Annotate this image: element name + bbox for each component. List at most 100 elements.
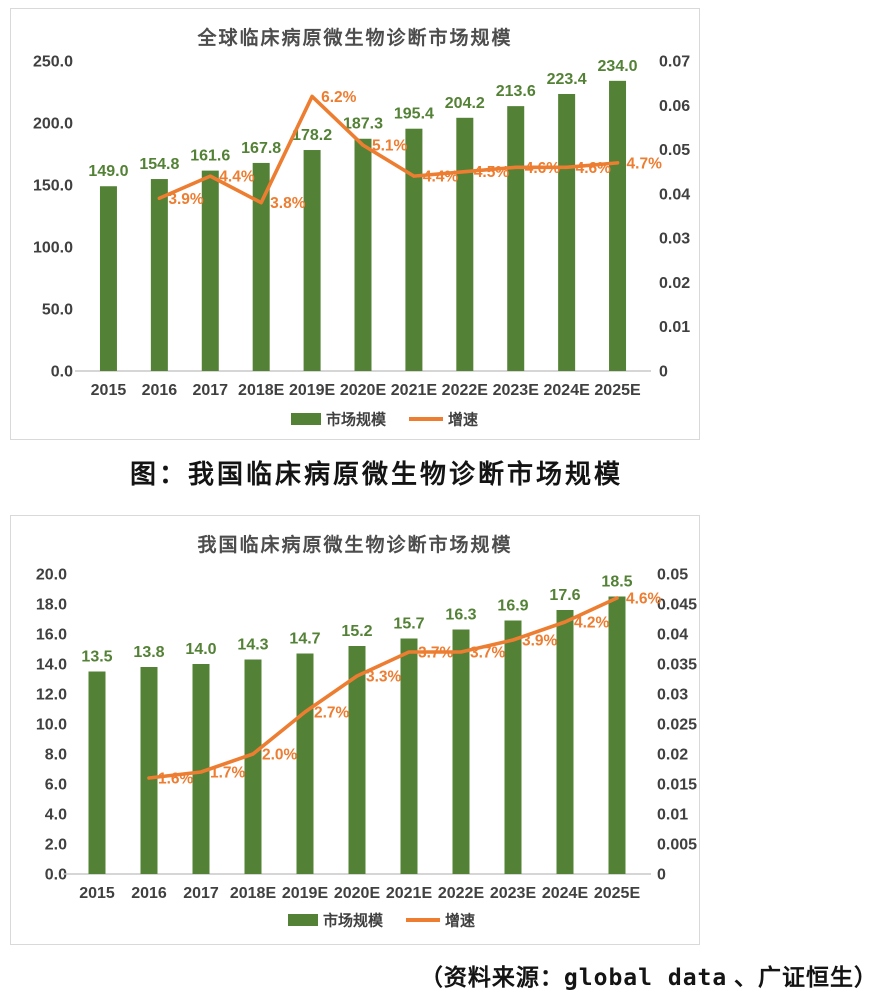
- source-prefix: （资料来源：: [419, 965, 564, 990]
- growth-rate-label: 3.7%: [418, 645, 454, 662]
- x-axis-label: 2023E: [493, 382, 540, 399]
- y-axis-tick-label: 6.0: [45, 777, 67, 794]
- bar: [303, 150, 321, 371]
- growth-rate-label: 4.6%: [576, 160, 612, 177]
- global-market-chart: 250.0 200.0 150.0 100.0 50.0 0.0 0.07 0.06 0.05 0…: [33, 54, 690, 429]
- growth-rate-label: 4.6%: [626, 591, 662, 608]
- bar-value-label: 154.8: [139, 156, 179, 173]
- growth-rate-label: 2.7%: [314, 705, 350, 722]
- bar-value-label: 18.5: [601, 574, 632, 591]
- x-axis-label: 2016: [142, 382, 178, 399]
- y2-axis-tick-label: 0.01: [657, 807, 688, 824]
- x-axis-label: 2017: [183, 885, 219, 902]
- y2-axis-tick-label: 0.02: [657, 747, 688, 764]
- y2-axis-tick-label: 0.01: [659, 319, 690, 336]
- bar: [192, 664, 210, 874]
- chart-title: 全球临床病原微生物诊断市场规模: [197, 28, 513, 49]
- legend-bar-swatch: [291, 413, 321, 425]
- bar: [558, 93, 576, 371]
- y-axis-tick-label: 50.0: [42, 302, 73, 319]
- y-axis-tick-label: 0.0: [45, 867, 67, 884]
- x-axis-label: 2021E: [391, 382, 438, 399]
- y-axis-tick-label: 2.0: [45, 837, 67, 854]
- x-axis-label: 2019E: [289, 382, 336, 399]
- bar-value-label: 187.3: [343, 116, 383, 133]
- y-axis-tick-label: 8.0: [45, 747, 67, 764]
- bar: [400, 638, 418, 874]
- growth-rate-label: 3.7%: [470, 645, 506, 662]
- bar: [608, 596, 626, 874]
- y-axis-tick-label: 4.0: [45, 807, 67, 824]
- bar: [452, 629, 470, 874]
- y-axis-tick-label: 10.0: [36, 717, 67, 734]
- growth-rate-label: 4.7%: [627, 155, 663, 172]
- x-axis-label: 2018E: [230, 885, 277, 902]
- y-axis-tick-label: 250.0: [33, 54, 73, 71]
- bar: [88, 671, 106, 874]
- bar-value-label: 15.2: [341, 623, 372, 640]
- growth-rate-label: 1.7%: [210, 765, 246, 782]
- bar: [609, 80, 627, 371]
- bar: [140, 667, 158, 874]
- growth-rate-label: 4.4%: [423, 169, 459, 186]
- y-axis-tick-label: 100.0: [33, 240, 73, 257]
- bar: [201, 170, 219, 371]
- y2-axis-tick-label: 0.005: [657, 837, 697, 854]
- x-axis-label: 2020E: [334, 885, 381, 902]
- x-axis-label: 2019E: [282, 885, 329, 902]
- y2-axis-tick-label: 0.05: [659, 142, 690, 159]
- y2-axis-tick-label: 0.06: [659, 98, 690, 115]
- legend-bar-swatch: [288, 914, 318, 926]
- y-axis-tick-label: 16.0: [36, 627, 67, 644]
- bar: [354, 138, 372, 371]
- legend-bar-label: 市场规模: [326, 411, 387, 429]
- growth-line: [147, 596, 619, 780]
- figure-caption: 图：我国临床病原微生物诊断市场规模: [130, 460, 624, 489]
- legend-line-label: 增速: [445, 912, 475, 930]
- bar-value-label: 167.8: [241, 140, 281, 157]
- x-axis-label: 2024E: [544, 382, 591, 399]
- growth-rate-label: 6.2%: [321, 89, 357, 106]
- y2-axis-tick-label: 0.015: [657, 777, 697, 794]
- bar-value-label: 149.0: [88, 163, 128, 180]
- bar-value-label: 161.6: [190, 148, 230, 165]
- bar: [504, 620, 522, 874]
- y2-axis-tick-label: 0.04: [657, 627, 688, 644]
- growth-rate-label: 3.9%: [522, 633, 558, 650]
- bar-value-label: 14.7: [289, 631, 320, 648]
- growth-rate-label: 4.5%: [474, 164, 510, 181]
- china-market-chart: 20.018.016.014.012.010.08.06.04.02.00.00…: [36, 567, 697, 930]
- x-axis-label: 2020E: [340, 382, 387, 399]
- legend-bar-label: 市场规模: [323, 912, 384, 930]
- y-axis-tick-label: 0.0: [51, 364, 73, 381]
- bar-value-label: 204.2: [445, 95, 485, 112]
- x-axis-label: 2021E: [386, 885, 433, 902]
- bar-value-label: 14.3: [237, 637, 268, 654]
- bar-value-label: 195.4: [394, 106, 434, 123]
- bar: [556, 610, 574, 874]
- growth-rate-label: 3.8%: [270, 195, 306, 212]
- growth-rate-label: 1.6%: [158, 771, 194, 788]
- y2-axis-tick-label: 0.03: [659, 231, 690, 248]
- growth-rate-label: 4.4%: [219, 169, 255, 186]
- bar-value-label: 16.3: [445, 607, 476, 624]
- bar-value-label: 13.8: [133, 644, 164, 661]
- y2-axis-tick-label: 0.035: [657, 657, 697, 674]
- growth-line: [157, 94, 620, 205]
- growth-rate-label: 3.3%: [366, 669, 402, 686]
- bar: [405, 128, 423, 371]
- x-axis-label: 2023E: [490, 885, 537, 902]
- y-axis-tick-label: 20.0: [36, 567, 67, 584]
- y2-axis-tick-label: 0.07: [659, 54, 690, 71]
- bar: [348, 646, 366, 874]
- bar: [150, 179, 168, 371]
- x-axis-label: 2017: [192, 382, 228, 399]
- y2-axis-tick-label: 0: [659, 364, 668, 381]
- x-axis-label: 2024E: [542, 885, 589, 902]
- bar-value-label: 15.7: [393, 616, 424, 633]
- source-suffix: 、广证恒生）: [727, 965, 878, 990]
- growth-rate-label: 2.0%: [262, 747, 298, 764]
- y2-axis-tick-label: 0.03: [657, 687, 688, 704]
- chart-title: 我国临床病原微生物诊断市场规模: [197, 535, 513, 556]
- x-axis-label: 2015: [79, 885, 115, 902]
